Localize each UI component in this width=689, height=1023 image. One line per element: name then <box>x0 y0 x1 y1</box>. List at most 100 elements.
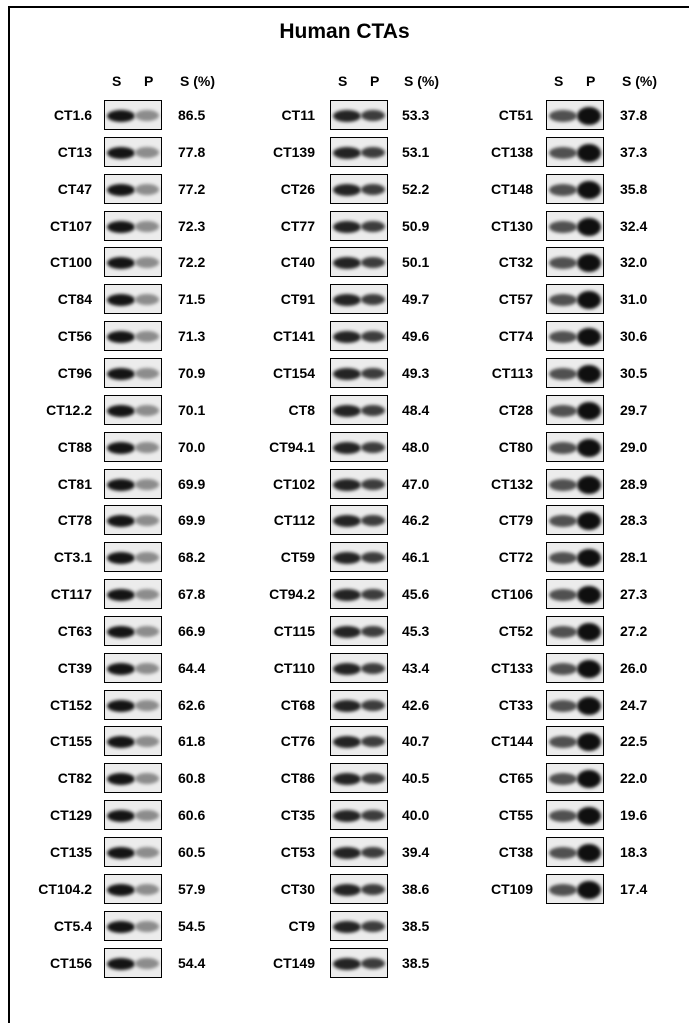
blot-image <box>330 137 388 167</box>
band-s <box>549 479 577 491</box>
band-s <box>549 294 577 306</box>
percent-value: 22.5 <box>620 732 647 750</box>
protein-label: CT96 <box>12 364 92 382</box>
percent-value: 70.9 <box>178 364 205 382</box>
percent-value: 54.5 <box>178 917 205 935</box>
band-s <box>107 773 135 785</box>
percent-value: 45.3 <box>402 622 429 640</box>
band-s <box>333 810 361 822</box>
blot-image <box>104 469 162 499</box>
band-s <box>107 221 135 233</box>
band-s <box>107 331 135 343</box>
percent-value: 53.1 <box>402 143 429 161</box>
protein-label: CT35 <box>235 806 315 824</box>
band-p <box>361 589 385 600</box>
percent-value: 19.6 <box>620 806 647 824</box>
protein-label: CT148 <box>453 180 533 198</box>
protein-label: CT102 <box>235 475 315 493</box>
percent-value: 32.0 <box>620 253 647 271</box>
band-s <box>333 147 361 159</box>
protein-label: CT104.2 <box>12 880 92 898</box>
blot-image <box>546 579 604 609</box>
protein-label: CT47 <box>12 180 92 198</box>
blot-image <box>330 321 388 351</box>
percent-value: 37.8 <box>620 106 647 124</box>
band-s <box>333 515 361 527</box>
blot-image <box>104 542 162 572</box>
blot-image <box>546 174 604 204</box>
protein-label: CT26 <box>235 180 315 198</box>
percent-value: 30.6 <box>620 327 647 345</box>
band-p <box>135 184 159 195</box>
header-percent: S (%) <box>404 72 439 90</box>
band-s <box>549 847 577 859</box>
protein-label: CT100 <box>12 253 92 271</box>
blot-image <box>330 100 388 130</box>
percent-value: 67.8 <box>178 585 205 603</box>
protein-label: CT84 <box>12 290 92 308</box>
blot-image <box>104 690 162 720</box>
header-percent: S (%) <box>622 72 657 90</box>
band-p <box>361 552 385 563</box>
blot-image <box>330 542 388 572</box>
percent-value: 17.4 <box>620 880 647 898</box>
protein-label: CT65 <box>453 769 533 787</box>
band-p <box>135 626 159 637</box>
protein-label: CT9 <box>235 917 315 935</box>
blot-image <box>104 358 162 388</box>
band-s <box>333 589 361 601</box>
blot-image <box>104 505 162 535</box>
protein-label: CT129 <box>12 806 92 824</box>
percent-value: 35.8 <box>620 180 647 198</box>
protein-label: CT107 <box>12 217 92 235</box>
band-p <box>577 365 601 383</box>
protein-label: CT144 <box>453 732 533 750</box>
blot-image <box>104 100 162 130</box>
band-p <box>577 844 601 862</box>
blot-image <box>330 395 388 425</box>
protein-label: CT113 <box>453 364 533 382</box>
band-p <box>361 700 385 711</box>
blot-image <box>104 284 162 314</box>
blot-image <box>546 395 604 425</box>
percent-value: 22.0 <box>620 769 647 787</box>
header-p: P <box>370 72 379 90</box>
band-s <box>107 958 135 970</box>
band-p <box>361 958 385 969</box>
blot-image <box>104 763 162 793</box>
blot-image <box>104 432 162 462</box>
blot-image <box>546 837 604 867</box>
protein-label: CT139 <box>235 143 315 161</box>
protein-label: CT3.1 <box>12 548 92 566</box>
percent-value: 30.5 <box>620 364 647 382</box>
percent-value: 40.0 <box>402 806 429 824</box>
band-p <box>361 147 385 158</box>
blot-image <box>104 726 162 756</box>
percent-value: 27.2 <box>620 622 647 640</box>
band-p <box>361 773 385 784</box>
band-p <box>577 254 601 272</box>
band-s <box>333 294 361 306</box>
percent-value: 18.3 <box>620 843 647 861</box>
percent-value: 71.5 <box>178 290 205 308</box>
band-p <box>135 405 159 416</box>
band-s <box>333 700 361 712</box>
protein-label: CT110 <box>235 659 315 677</box>
band-s <box>107 515 135 527</box>
band-s <box>549 626 577 638</box>
percent-value: 46.2 <box>402 511 429 529</box>
percent-value: 49.6 <box>402 327 429 345</box>
protein-label: CT39 <box>12 659 92 677</box>
blot-image <box>546 247 604 277</box>
percent-value: 72.3 <box>178 217 205 235</box>
band-s <box>549 884 577 896</box>
band-s <box>107 884 135 896</box>
band-p <box>135 736 159 747</box>
band-p <box>361 294 385 305</box>
protein-label: CT94.1 <box>235 438 315 456</box>
band-s <box>333 626 361 638</box>
band-p <box>361 257 385 268</box>
header-p: P <box>144 72 153 90</box>
band-p <box>135 294 159 305</box>
figure-title: Human CTAs <box>0 20 689 44</box>
